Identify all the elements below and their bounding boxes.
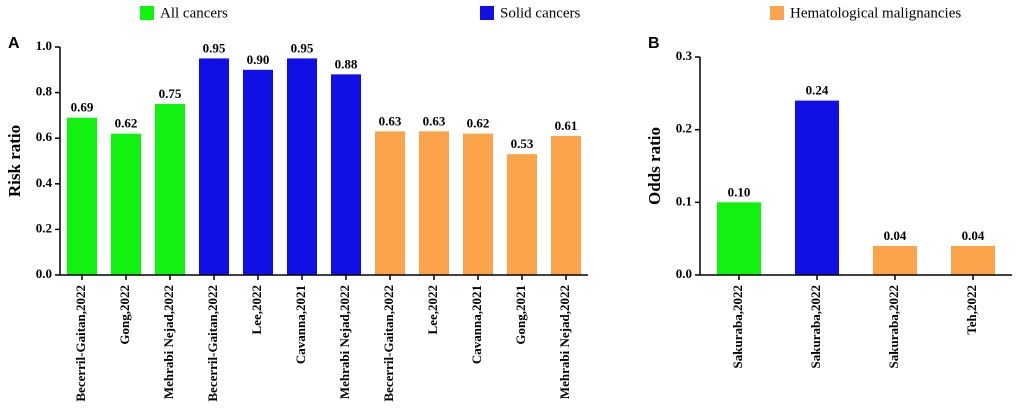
bar — [243, 69, 273, 275]
bar — [951, 245, 995, 275]
value-label: 0.95 — [203, 40, 226, 55]
y-tick-label: 0.0 — [676, 266, 692, 281]
legend-swatch — [480, 6, 494, 20]
x-tick-label: Becerril-Gaitan,2022 — [73, 285, 88, 402]
y-tick-label: 0.2 — [36, 220, 52, 235]
bar — [463, 133, 493, 275]
x-tick-label: Becerril-Gaitan,2022 — [205, 285, 220, 402]
legend-swatch — [140, 6, 154, 20]
legend-swatch — [770, 6, 784, 20]
value-label: 0.62 — [115, 116, 138, 131]
bar — [551, 135, 581, 275]
value-label: 0.69 — [71, 100, 94, 115]
panel-label: A — [8, 35, 20, 52]
bar — [507, 154, 537, 275]
y-tick-label: 1.0 — [36, 38, 52, 53]
value-label: 0.63 — [423, 113, 446, 128]
x-tick-label: Gong,2022 — [117, 285, 132, 345]
bar — [155, 104, 185, 275]
bar — [873, 245, 917, 275]
value-label: 0.62 — [467, 116, 490, 131]
x-tick-label: Sakuraba,2022 — [730, 285, 745, 368]
y-tick-label: 0.6 — [36, 129, 53, 144]
bar — [331, 74, 361, 275]
y-axis-label: Odds ratio — [645, 127, 664, 205]
x-tick-label: Becerril-Gaitan,2022 — [381, 285, 396, 402]
x-tick-label: Gong,2021 — [513, 285, 528, 345]
bar — [419, 131, 449, 275]
value-label: 0.53 — [511, 136, 534, 151]
legend-label: All cancers — [160, 5, 228, 21]
value-label: 0.04 — [884, 228, 907, 243]
value-label: 0.90 — [247, 52, 270, 67]
x-tick-label: Teh,2022 — [964, 285, 979, 335]
x-tick-label: Mehrabi Nejad,2022 — [337, 285, 352, 399]
value-label: 0.04 — [962, 228, 985, 243]
value-label: 0.95 — [291, 40, 314, 55]
value-label: 0.10 — [728, 184, 751, 199]
y-tick-label: 0.8 — [36, 84, 53, 99]
bar — [717, 202, 761, 275]
bar — [67, 117, 97, 276]
x-tick-label: Sakuraba,2022 — [808, 285, 823, 368]
value-label: 0.75 — [159, 86, 182, 101]
x-tick-label: Mehrabi Nejad,2022 — [161, 285, 176, 399]
y-tick-label: 0.0 — [36, 266, 52, 281]
x-tick-label: Cavanna,2021 — [293, 285, 308, 364]
bar — [111, 133, 141, 275]
y-axis-label: Risk ratio — [5, 125, 24, 197]
value-label: 0.24 — [806, 83, 829, 98]
legend-label: Solid cancers — [500, 5, 581, 21]
x-tick-label: Lee,2022 — [425, 285, 440, 334]
bar — [287, 58, 317, 276]
x-tick-label: Lee,2022 — [249, 285, 264, 334]
y-tick-label: 0.2 — [676, 121, 692, 136]
y-tick-label: 0.3 — [676, 48, 693, 63]
legend-label: Hematological malignancies — [790, 5, 961, 21]
value-label: 0.88 — [335, 56, 358, 71]
x-tick-label: Sakuraba,2022 — [886, 285, 901, 368]
y-tick-label: 0.1 — [676, 193, 692, 208]
value-label: 0.61 — [555, 118, 578, 133]
value-label: 0.63 — [379, 113, 402, 128]
bar — [795, 100, 839, 275]
bar — [375, 131, 405, 275]
bar — [199, 58, 229, 276]
x-tick-label: Mehrabi Nejad,2022 — [557, 285, 572, 399]
panel-label: B — [648, 35, 660, 52]
x-tick-label: Cavanna,2021 — [469, 285, 484, 364]
y-tick-label: 0.4 — [36, 175, 53, 190]
